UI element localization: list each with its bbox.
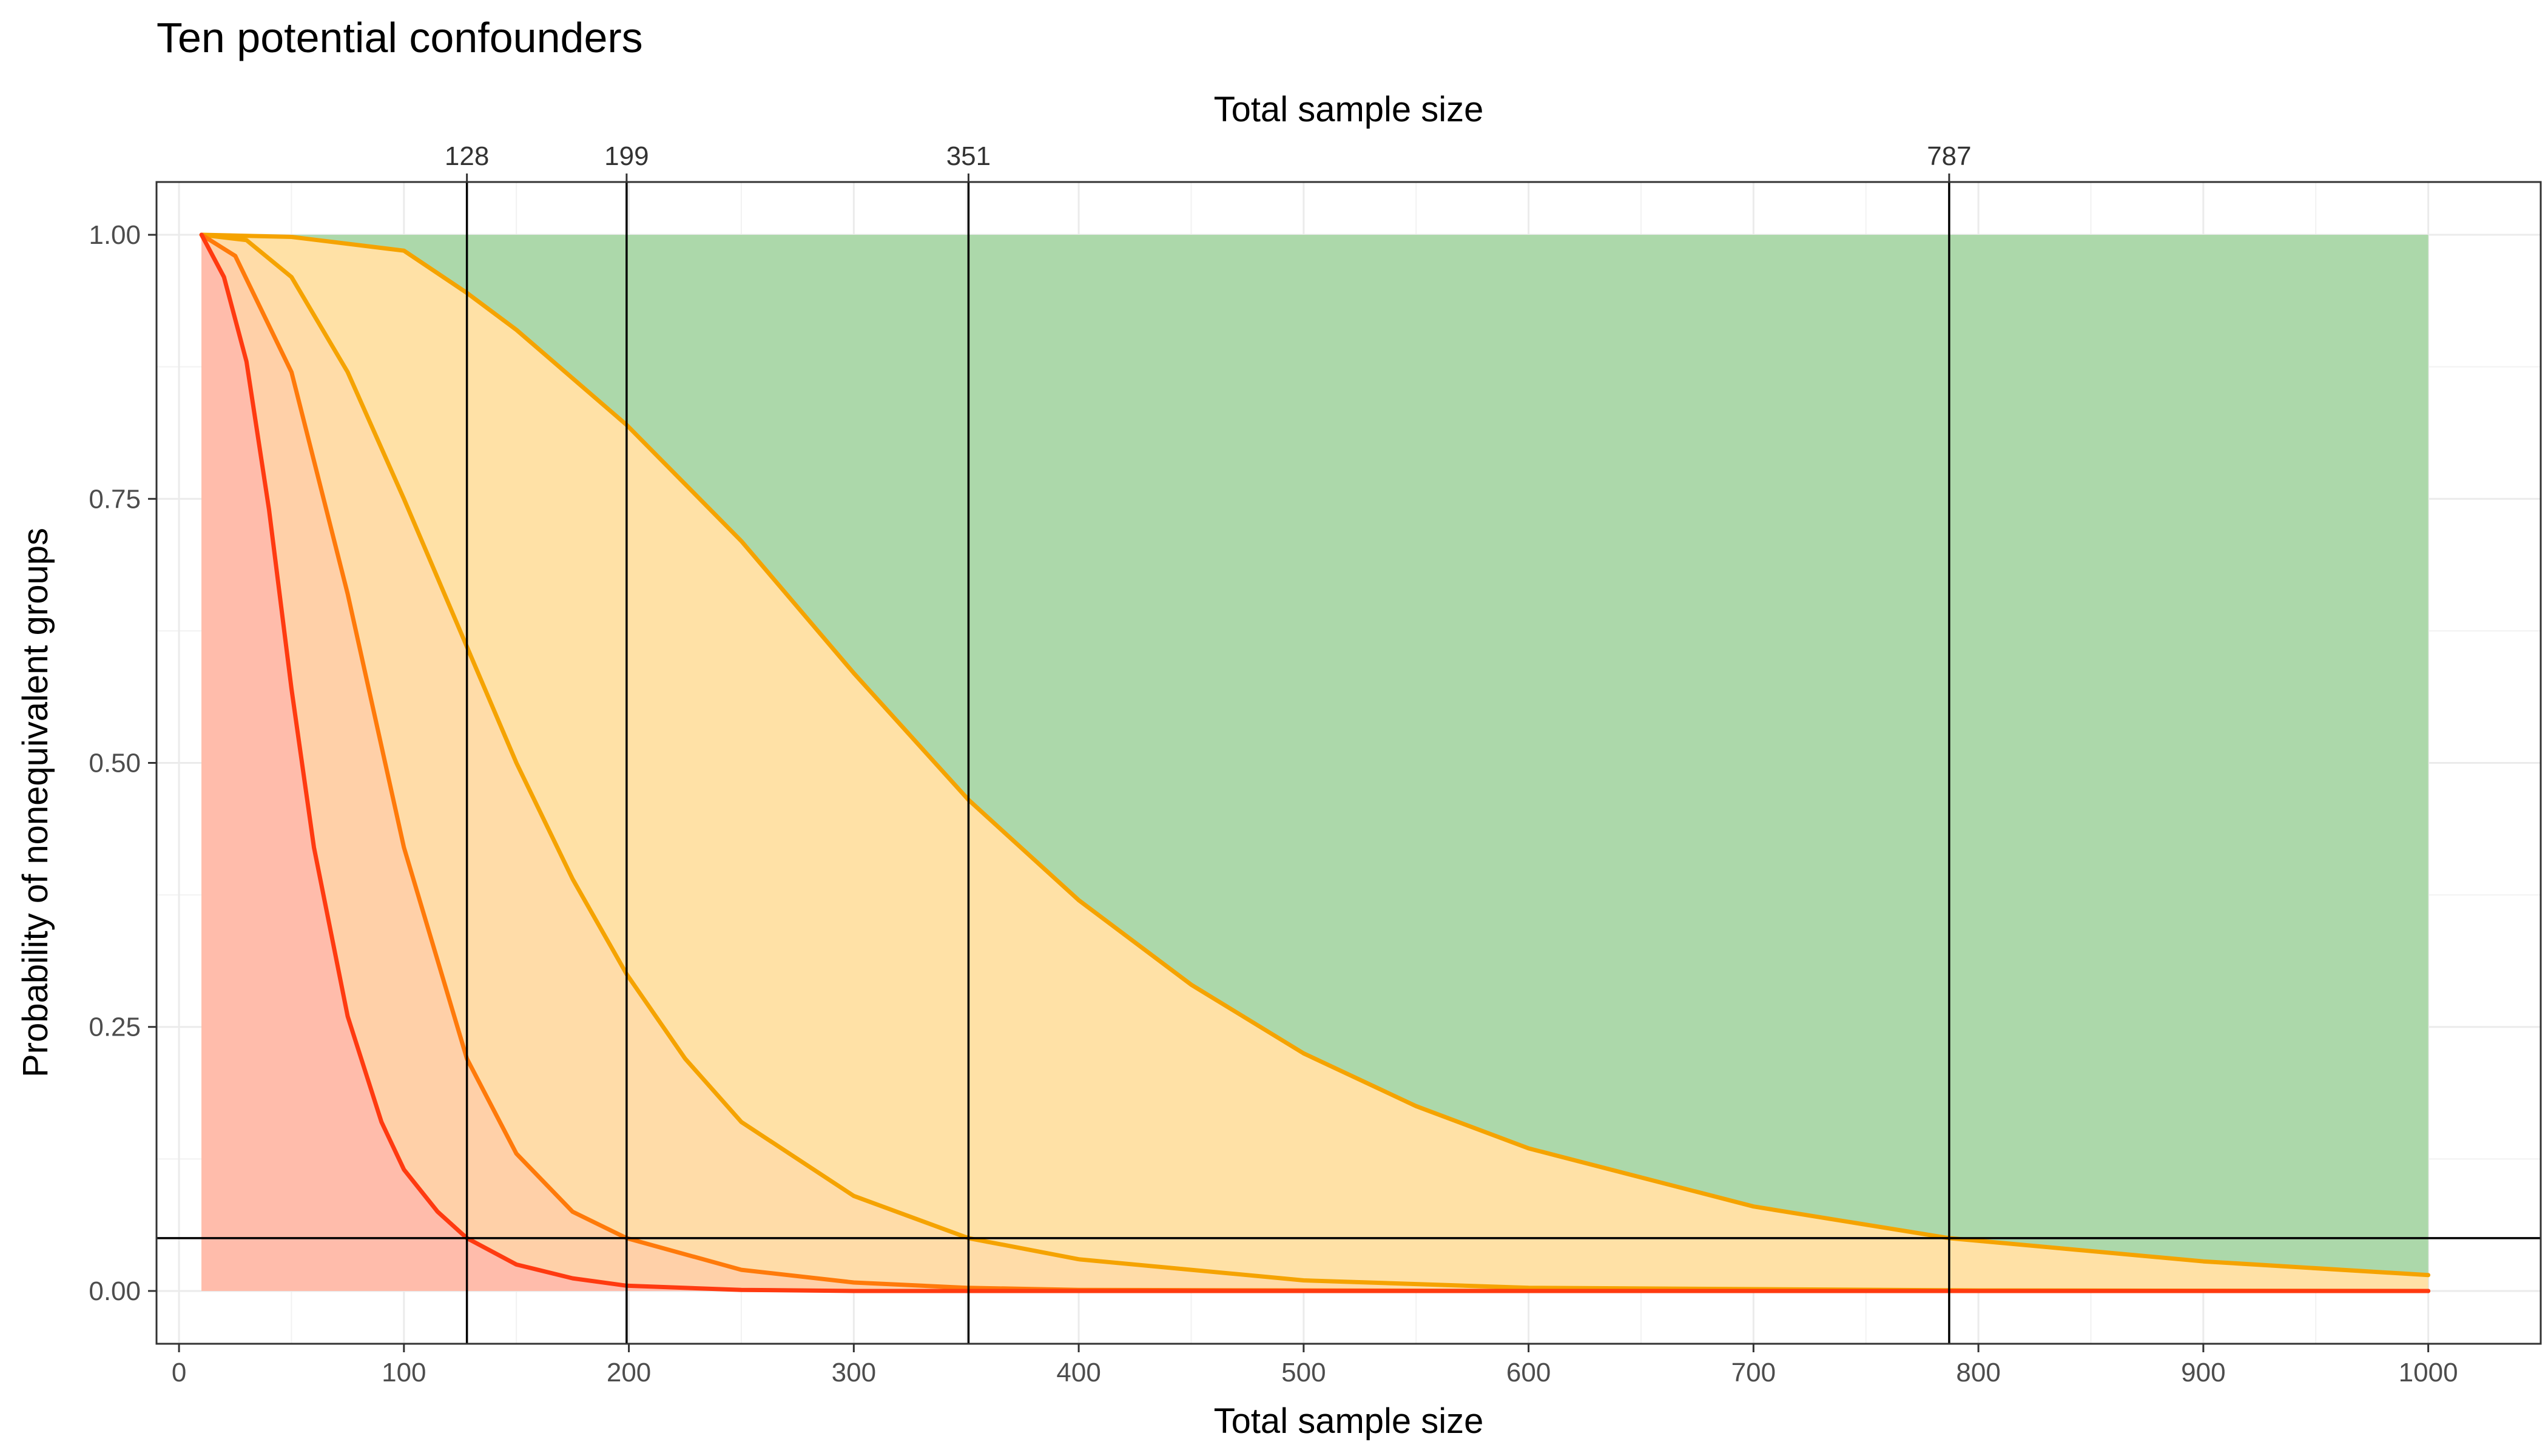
x-tick-label: 600 xyxy=(1506,1358,1551,1387)
x-axis-ticks: 0 100 200 300 400 500 600 700 800 900 1000 xyxy=(172,1344,2458,1387)
y-tick-label: 0.50 xyxy=(89,749,141,778)
y-axis-ticks: 0.00 0.25 0.50 0.75 1.00 xyxy=(89,220,157,1306)
top-tick-label: 351 xyxy=(946,141,991,171)
series-3-area xyxy=(201,235,2428,1291)
x-tick-label: 800 xyxy=(1956,1358,2000,1387)
x-axis-title: Total sample size xyxy=(1214,1401,1484,1441)
top-tick-label: 128 xyxy=(445,141,489,171)
x-tick-label: 1000 xyxy=(2399,1358,2458,1387)
x-tick-label: 100 xyxy=(382,1358,426,1387)
x-tick-label: 200 xyxy=(607,1358,651,1387)
top-tick-label: 199 xyxy=(604,141,649,171)
top-tick-label: 787 xyxy=(1927,141,1971,171)
series-lines xyxy=(199,232,2431,1293)
y-tick-label: 0.00 xyxy=(89,1276,141,1306)
x-tick-label: 0 xyxy=(172,1358,186,1387)
y-tick-label: 0.75 xyxy=(89,484,141,514)
x-tick-label: 900 xyxy=(2181,1358,2225,1387)
y-tick-label: 1.00 xyxy=(89,220,141,250)
series-2-line xyxy=(199,232,2431,1293)
area-fills xyxy=(201,235,2428,1291)
y-tick-label: 0.25 xyxy=(89,1013,141,1042)
chart-title: Ten potential confounders xyxy=(157,14,643,61)
top-axis-labels: 128 199 351 787 xyxy=(445,141,1972,182)
y-axis-title: Probability of nonequivalent groups xyxy=(16,528,55,1077)
series-1-line xyxy=(199,232,2431,1278)
top-axis-title: Total sample size xyxy=(1214,90,1484,129)
series-1-area xyxy=(201,235,2428,1291)
x-tick-label: 300 xyxy=(832,1358,876,1387)
reference-lines xyxy=(157,182,2541,1344)
series-4-line xyxy=(199,232,2431,1293)
x-tick-label: 700 xyxy=(1731,1358,1776,1387)
x-tick-label: 400 xyxy=(1056,1358,1100,1387)
x-tick-label: 500 xyxy=(1281,1358,1326,1387)
